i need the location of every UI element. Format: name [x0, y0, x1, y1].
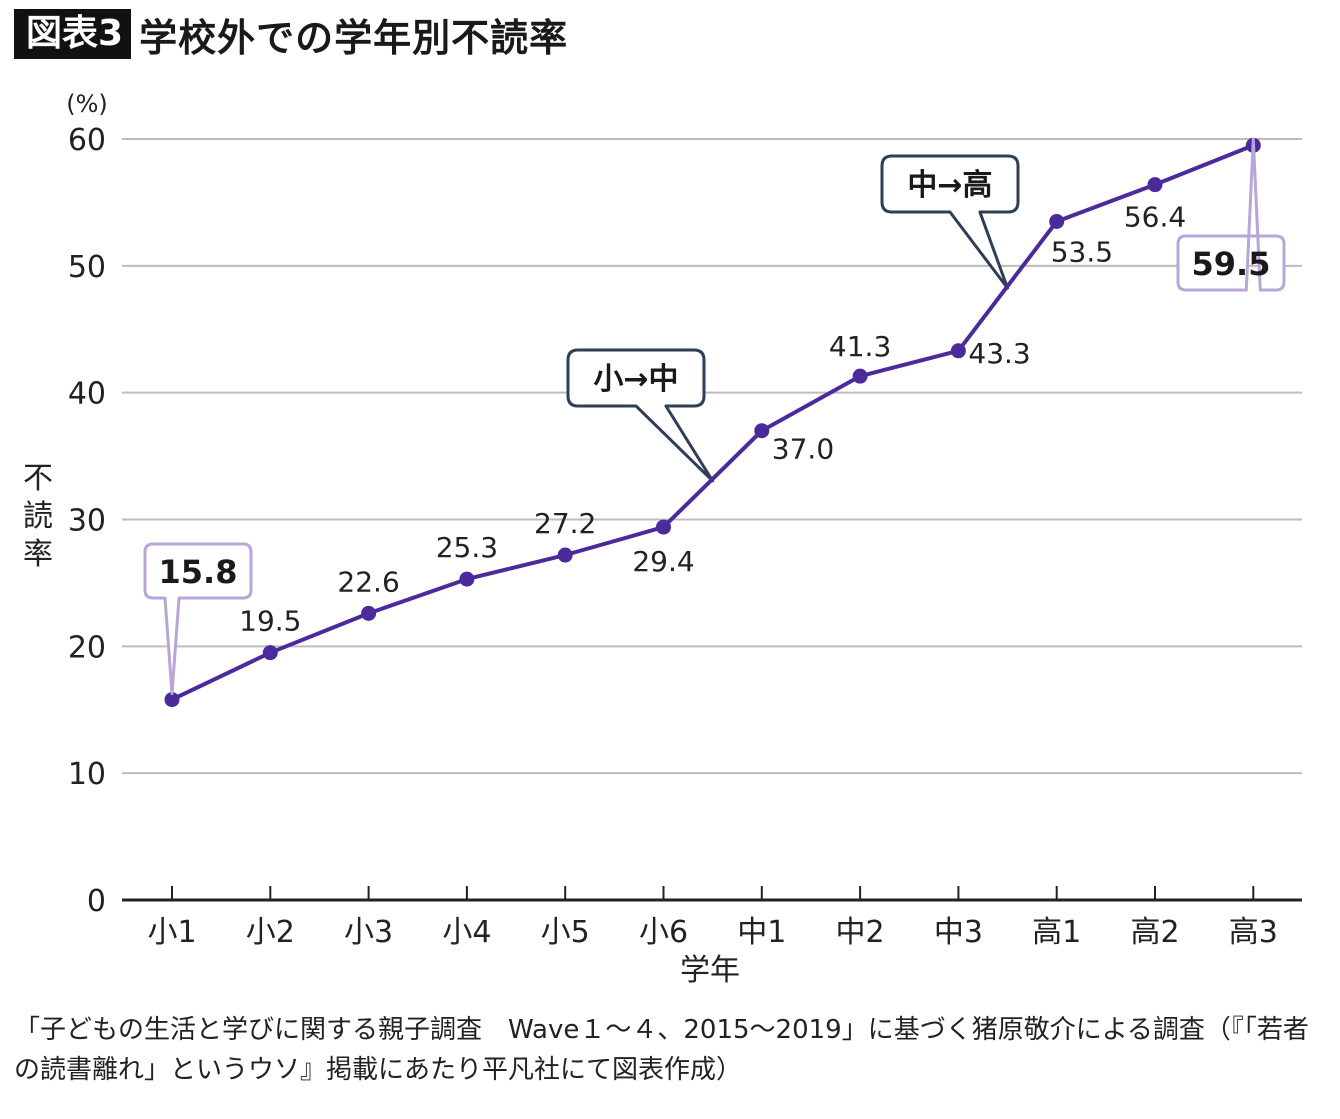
transition-callout: 小→中	[566, 348, 715, 483]
line-chart: 0 10 20 30 40 50 60 小1 小2 小3 小4 小5 小6 中1 中2 中3 高1 高2 高3 小…	[23, 90, 1302, 988]
data-point	[754, 423, 770, 439]
y-tick-label: 40	[68, 377, 106, 412]
figure-label: 図表3	[14, 9, 132, 59]
data-point	[262, 645, 278, 661]
data-labels: 15.819.5 22.6 25.3 27.2 29.4 37.0 41.3 43.3 53.5…	[143, 137, 1286, 696]
figure-header: 図表3 学校外での学年別不読率	[0, 8, 568, 60]
data-point	[557, 547, 573, 563]
x-tick-label: 小4	[442, 915, 491, 950]
data-label: 59.5	[1192, 245, 1271, 283]
y-tick-label: 20	[68, 630, 106, 665]
chart-title: 学校外での学年別不読率	[139, 15, 569, 60]
highlight-bubble	[143, 542, 253, 696]
highlight-bubble	[1176, 137, 1286, 292]
data-label: 37.0	[772, 433, 834, 466]
x-tick-label: 中3	[934, 915, 983, 950]
x-tick-label: 中1	[737, 915, 786, 950]
data-point	[852, 368, 868, 384]
data-point	[656, 519, 671, 535]
y-tick-labels: 0 10 20 30 40 50 60	[68, 123, 106, 919]
transition-callout: 中→高	[880, 154, 1020, 290]
x-tick-label: 高3	[1229, 915, 1278, 950]
series-line	[164, 137, 1261, 708]
y-tick-label: 10	[68, 757, 106, 792]
gridlines	[122, 138, 1302, 775]
x-axis-title: 学年	[680, 953, 740, 988]
x-tick-label: 高2	[1130, 915, 1179, 950]
data-point	[164, 692, 180, 708]
data-point	[1147, 177, 1163, 193]
y-tick-label: 50	[68, 250, 106, 285]
callout-bubble	[566, 348, 715, 483]
data-label: 15.8	[159, 553, 238, 591]
series-polyline	[171, 143, 1255, 702]
data-point	[950, 343, 966, 359]
y-unit-label: (%)	[66, 90, 108, 118]
data-label: 53.5	[1051, 235, 1113, 268]
highlighted-value-callout: 59.5	[1176, 137, 1286, 292]
x-tick-label: 小2	[246, 915, 295, 950]
transition-callouts: 小→中 中→高	[566, 154, 1020, 483]
x-tick-label: 高1	[1032, 915, 1081, 950]
y-axis-title: 不読率	[23, 461, 53, 572]
data-label: 29.4	[632, 545, 694, 578]
data-label: 19.5	[239, 605, 301, 638]
x-tick-label: 中2	[836, 915, 885, 950]
y-tick-label: 60	[68, 123, 106, 158]
callout-label: 小→中	[593, 362, 678, 397]
highlighted-value-callout: 15.8	[143, 542, 253, 696]
callout-bubble	[880, 154, 1020, 290]
y-tick-label: 0	[87, 884, 106, 919]
data-label: 41.3	[829, 330, 891, 363]
data-point	[459, 571, 475, 587]
x-axis: 小1 小2 小3 小4 小5 小6 中1 中2 中3 高1 高2 高3	[122, 886, 1302, 950]
y-tick-label: 30	[68, 504, 106, 539]
data-label: 25.3	[436, 531, 498, 564]
data-point	[361, 605, 377, 621]
data-label: 22.6	[337, 565, 399, 598]
data-label: 27.2	[534, 507, 596, 540]
source-note: 「子どもの生活と学びに関する親子調査 Wave１～４、2015～2019」に基づ…	[14, 1015, 1309, 1085]
x-tick-label: 小5	[541, 915, 590, 950]
callout-label: 中→高	[907, 168, 992, 203]
x-tick-label: 小6	[639, 915, 688, 950]
x-tick-label: 小3	[344, 915, 393, 950]
data-point	[1049, 213, 1065, 229]
data-label: 56.4	[1124, 201, 1186, 234]
x-tick-label: 小1	[147, 915, 196, 950]
data-label: 43.3	[968, 337, 1030, 370]
